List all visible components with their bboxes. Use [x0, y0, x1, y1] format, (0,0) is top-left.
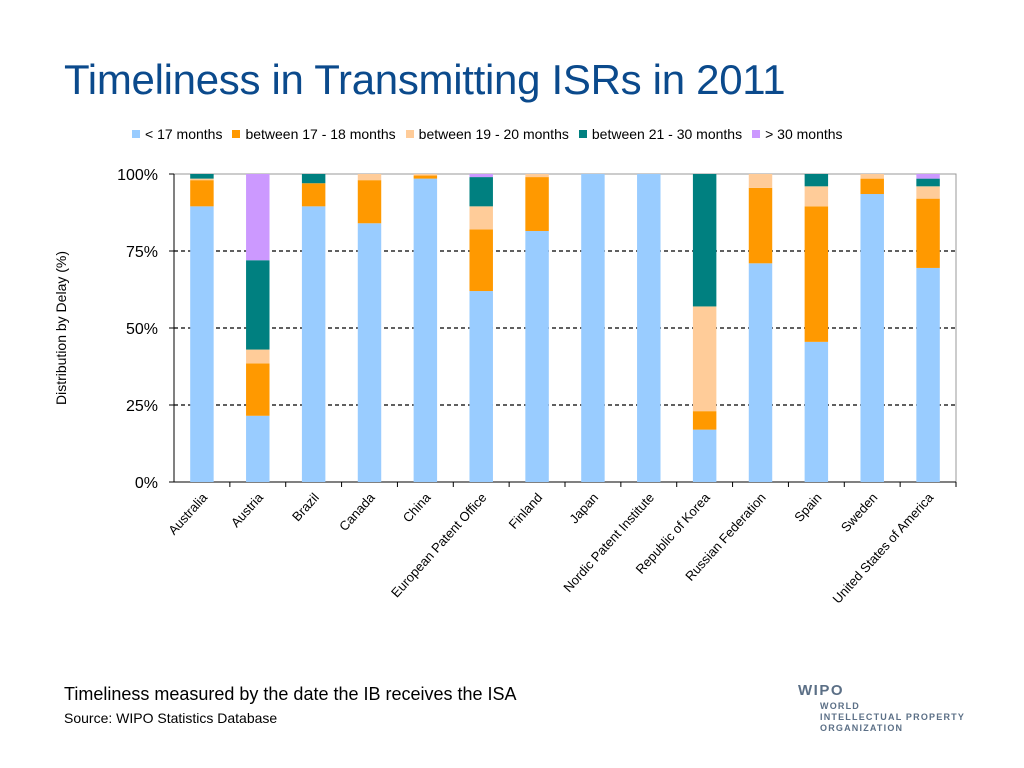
bar-segment	[860, 178, 884, 195]
bar-segment	[525, 230, 549, 482]
x-tick-label: Brazil	[289, 490, 322, 524]
y-tick-label: 50%	[126, 321, 158, 338]
chart-legend: < 17 months between 17 - 18 months between…	[132, 126, 853, 142]
bar-segment	[637, 174, 661, 482]
bar-segment	[469, 206, 493, 230]
x-tick-label: Finland	[506, 490, 546, 532]
bar-segment	[357, 180, 382, 224]
legend-item: > 30 months	[752, 126, 843, 142]
footer-note: Timeliness measured by the date the IB r…	[64, 684, 517, 704]
bar-segment	[804, 186, 829, 207]
bar-segment	[916, 174, 940, 179]
bar-segment	[916, 267, 940, 482]
bar-segment	[190, 206, 214, 482]
plot-area	[173, 173, 957, 483]
y-tick-label: 25%	[126, 398, 158, 415]
x-tick-label: China	[400, 489, 434, 525]
logo-wordmark: WIPO	[798, 682, 844, 699]
y-tick-label: 100%	[117, 167, 158, 184]
bar-segment	[581, 174, 605, 482]
bar-segment	[246, 415, 270, 482]
bar-segment	[692, 306, 717, 412]
wipo-logo: WIPO WORLD INTELLECTUAL PROPERTY ORGANIZ…	[798, 682, 965, 734]
bar-segment	[916, 178, 940, 187]
x-tick-label: European Patent Office	[388, 490, 489, 600]
legend-swatch	[132, 130, 140, 138]
legend-item: between 17 - 18 months	[232, 126, 396, 142]
y-tick-label: 0%	[135, 475, 158, 492]
bar-segment	[413, 178, 438, 482]
bar-segment	[246, 260, 270, 350]
bar-segment	[413, 175, 438, 179]
legend-swatch	[752, 130, 761, 138]
logo-line: ORGANIZATION	[820, 723, 904, 733]
legend-swatch	[578, 130, 587, 138]
legend-label: > 30 months	[765, 126, 843, 142]
bar-segment	[301, 183, 326, 207]
source-note: Source: WIPO Statistics Database	[64, 710, 278, 726]
bar-segment	[246, 363, 270, 416]
bar-segment	[469, 291, 493, 482]
logo-line: WORLD	[820, 701, 860, 711]
y-tick-label: 75%	[126, 244, 158, 261]
bar-segment	[692, 429, 717, 482]
bar-segment	[246, 174, 270, 261]
bar-segment	[860, 194, 884, 482]
x-tick-label: Canada	[336, 489, 378, 533]
legend-label: between 19 - 20 months	[418, 126, 569, 142]
bar-segment	[469, 174, 493, 178]
bar-segment	[413, 174, 438, 176]
bar-segment	[525, 177, 549, 231]
legend-item: between 19 - 20 months	[405, 126, 569, 142]
y-axis-label: Distribution by Delay (%)	[53, 251, 69, 405]
bar-segment	[804, 206, 829, 342]
bar-segment	[246, 349, 270, 364]
page-title: Timeliness in Transmitting ISRs in 2011	[64, 56, 786, 103]
bar-segment	[469, 177, 493, 207]
bar-segment	[860, 174, 884, 179]
bar-segment	[916, 186, 940, 199]
bar-segment	[301, 174, 326, 184]
bar-segment	[804, 174, 829, 187]
bar-segment	[692, 411, 717, 430]
stacked-bar-chart: 0% 25% 50% 75% 100% Distribution by Delay (%)…	[53, 167, 957, 606]
bar-segment	[357, 174, 382, 181]
x-tick-label: United States of America	[829, 489, 936, 606]
legend-item: < 17 months	[132, 126, 222, 142]
x-tick-label: Australia	[165, 489, 211, 537]
bar-segment	[748, 174, 773, 188]
legend-swatch	[232, 130, 241, 138]
bar-segment	[525, 174, 549, 178]
bar-segment	[190, 174, 214, 179]
bar-segment	[916, 198, 940, 268]
legend-label: between 21 - 30 months	[591, 126, 743, 142]
bar-segment	[469, 229, 493, 292]
bar-segment	[190, 178, 214, 181]
bar-segment	[804, 341, 829, 482]
bar-segment	[748, 263, 773, 482]
bar-segment	[692, 174, 717, 307]
x-tick-label: Japan	[566, 490, 601, 526]
x-tick-label: Sweden	[838, 490, 881, 535]
bar-segment	[301, 206, 326, 482]
bar-segment	[357, 223, 382, 482]
x-tick-label: Austria	[228, 489, 267, 530]
logo-line: INTELLECTUAL PROPERTY	[820, 712, 966, 722]
legend-item: between 21 - 30 months	[578, 126, 743, 142]
x-tick-label: Spain	[791, 490, 824, 525]
bar-segment	[190, 180, 214, 207]
legend-label: between 17 - 18 months	[245, 126, 396, 142]
legend-swatch	[405, 130, 414, 138]
bar-segment	[748, 187, 773, 264]
legend-label: < 17 months	[145, 126, 223, 142]
